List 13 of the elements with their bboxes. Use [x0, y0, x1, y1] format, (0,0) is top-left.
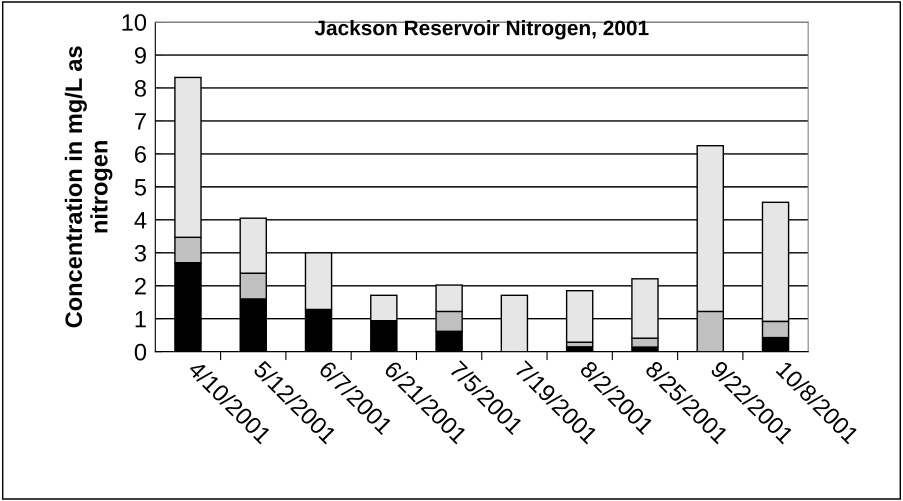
y-tick-label: 4: [134, 212, 146, 228]
y-tick-label: 8: [134, 80, 146, 97]
y-tick-label: 2: [135, 278, 146, 294]
y-tick-label: 6: [135, 146, 146, 163]
y-tick-label: 5: [134, 179, 146, 196]
chart-title: Jackson Reservoir Nitrogen, 2001: [314, 20, 649, 40]
y-tick-label: 1: [136, 311, 146, 328]
y-tick-label: 7: [135, 113, 146, 130]
y-axis-title: Concentration in mg/L as nitrogen: [64, 46, 112, 328]
y-tick-label: 3: [134, 244, 146, 262]
y-tick-label: 10: [122, 14, 146, 31]
y-tick-label: 0: [134, 344, 146, 360]
y-tick-label: 9: [134, 47, 146, 64]
